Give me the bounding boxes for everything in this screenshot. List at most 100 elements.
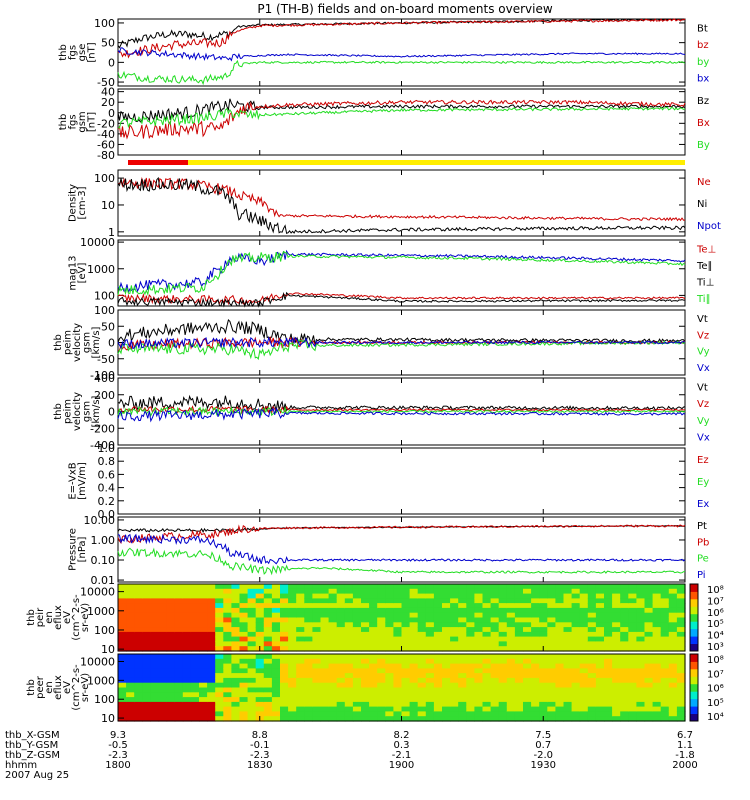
spectrogram-cell [280,654,289,660]
spectrogram-cell [231,636,241,642]
spectrogram-cell [425,607,435,614]
spectrogram-cell [158,593,168,599]
spectrogram-cell [190,622,200,628]
spectrogram-cell [668,636,678,642]
spectrogram-cell [563,711,573,717]
legend-entry: Vt [697,382,708,393]
spectrogram-cell [490,692,500,698]
spectrogram-cell [442,687,451,693]
spectrogram-cell [668,593,678,599]
spectrogram-cell [304,687,313,693]
spectrogram-cell [304,663,313,669]
spectrogram-cell [320,682,330,689]
spectrogram-cell [288,706,297,712]
spectrogram-cell [182,692,192,698]
spectrogram-cell [320,668,330,674]
spectrogram-cell [466,654,475,660]
x-axis-row-value: -2.3 [108,750,128,761]
spectrogram-cell [539,641,548,647]
spectrogram-cell [385,677,394,684]
spectrogram-cell [393,646,403,652]
spectrogram-cell [612,658,621,665]
spectrogram-cell [595,658,605,665]
spectrogram-cell [498,697,508,703]
spectrogram-cell [417,603,427,609]
legend-entry: Vx [697,433,710,444]
spectrogram-cell [506,584,516,590]
y-axis-label: thb [53,403,64,420]
spectrogram-cell [199,697,208,703]
spectrogram-cell [442,598,451,604]
spectrogram-cell [352,673,362,679]
quality-bar-yellow-segment [188,160,685,165]
spectrogram-cell [458,631,467,638]
spectrogram-cell [134,692,143,698]
spectrogram-cell [555,617,565,623]
spectrogram-cell [271,687,281,693]
spectrogram-cell [531,584,540,590]
spectrogram-cell [604,612,613,619]
spectrogram-cell [612,711,621,717]
spectrogram-cell [369,692,378,698]
spectrogram-cell [409,716,419,722]
spectrogram-cell [604,584,613,590]
spectrogram-cell [514,692,524,698]
spectrogram-cell [215,677,224,684]
spectrogram-cell [482,673,492,679]
spectrogram-cell [328,603,338,609]
spectrogram-cell [620,598,629,604]
spectrogram-cell [126,673,135,679]
spectrogram-cell [369,716,378,722]
spectrogram-cell [231,687,241,693]
spectrogram-cell [433,646,443,652]
spectrogram-cell [555,697,565,703]
y-axis-label: sr-eV) [80,673,91,702]
spectrogram-cell [595,622,605,628]
spectrogram-cell [417,716,427,722]
spectrogram-cell [514,636,524,642]
spectrogram-cell [190,663,200,669]
spectrogram-cell [571,622,581,628]
spectrogram-cell [352,603,362,609]
spectrogram-cell [514,607,524,614]
spectrogram-cell [142,687,151,693]
spectrogram-cell [150,701,160,708]
spectrogram-cell [482,658,492,665]
spectrogram-cell [644,701,654,708]
y-tick-label: 0.10 [91,554,116,567]
spectrogram-cell [361,612,370,619]
spectrogram-cell [361,701,370,708]
spectrogram-cell [442,627,451,633]
spectrogram-cell [231,663,241,669]
spectrogram-cell [336,706,346,712]
spectrogram-cell [498,663,508,669]
spectrogram-cell [555,603,565,609]
spectrogram-cell [385,607,394,614]
spectrogram-cell [604,607,613,614]
spectrogram-cell [369,673,378,679]
spectrogram-cell [199,588,208,595]
spectrogram-cell [401,711,411,717]
spectrogram-cell [523,636,532,642]
spectrogram-cell [255,658,265,665]
spectrogram-cell [369,603,378,609]
spectrogram-cell [482,716,492,722]
spectrogram-cell [587,584,597,590]
spectrogram-cell [190,711,200,717]
spectrogram-cell [628,654,637,660]
spectrogram-cell [126,612,135,619]
spectrogram-cell [539,668,548,674]
spectrogram-cell [571,706,581,712]
spectrogram-cell [199,612,208,619]
spectrogram-cell [271,636,281,642]
spectrogram-cell [676,701,686,708]
spectrogram-cell [660,711,670,717]
spectrogram-cell [555,668,565,674]
spectrogram-cell [336,663,346,669]
spectrogram-cell [628,716,637,722]
spectrogram-cell [531,627,540,633]
spectrogram-cell [247,636,257,642]
spectrogram-cell [676,692,686,698]
spectrogram-cell [150,593,160,599]
